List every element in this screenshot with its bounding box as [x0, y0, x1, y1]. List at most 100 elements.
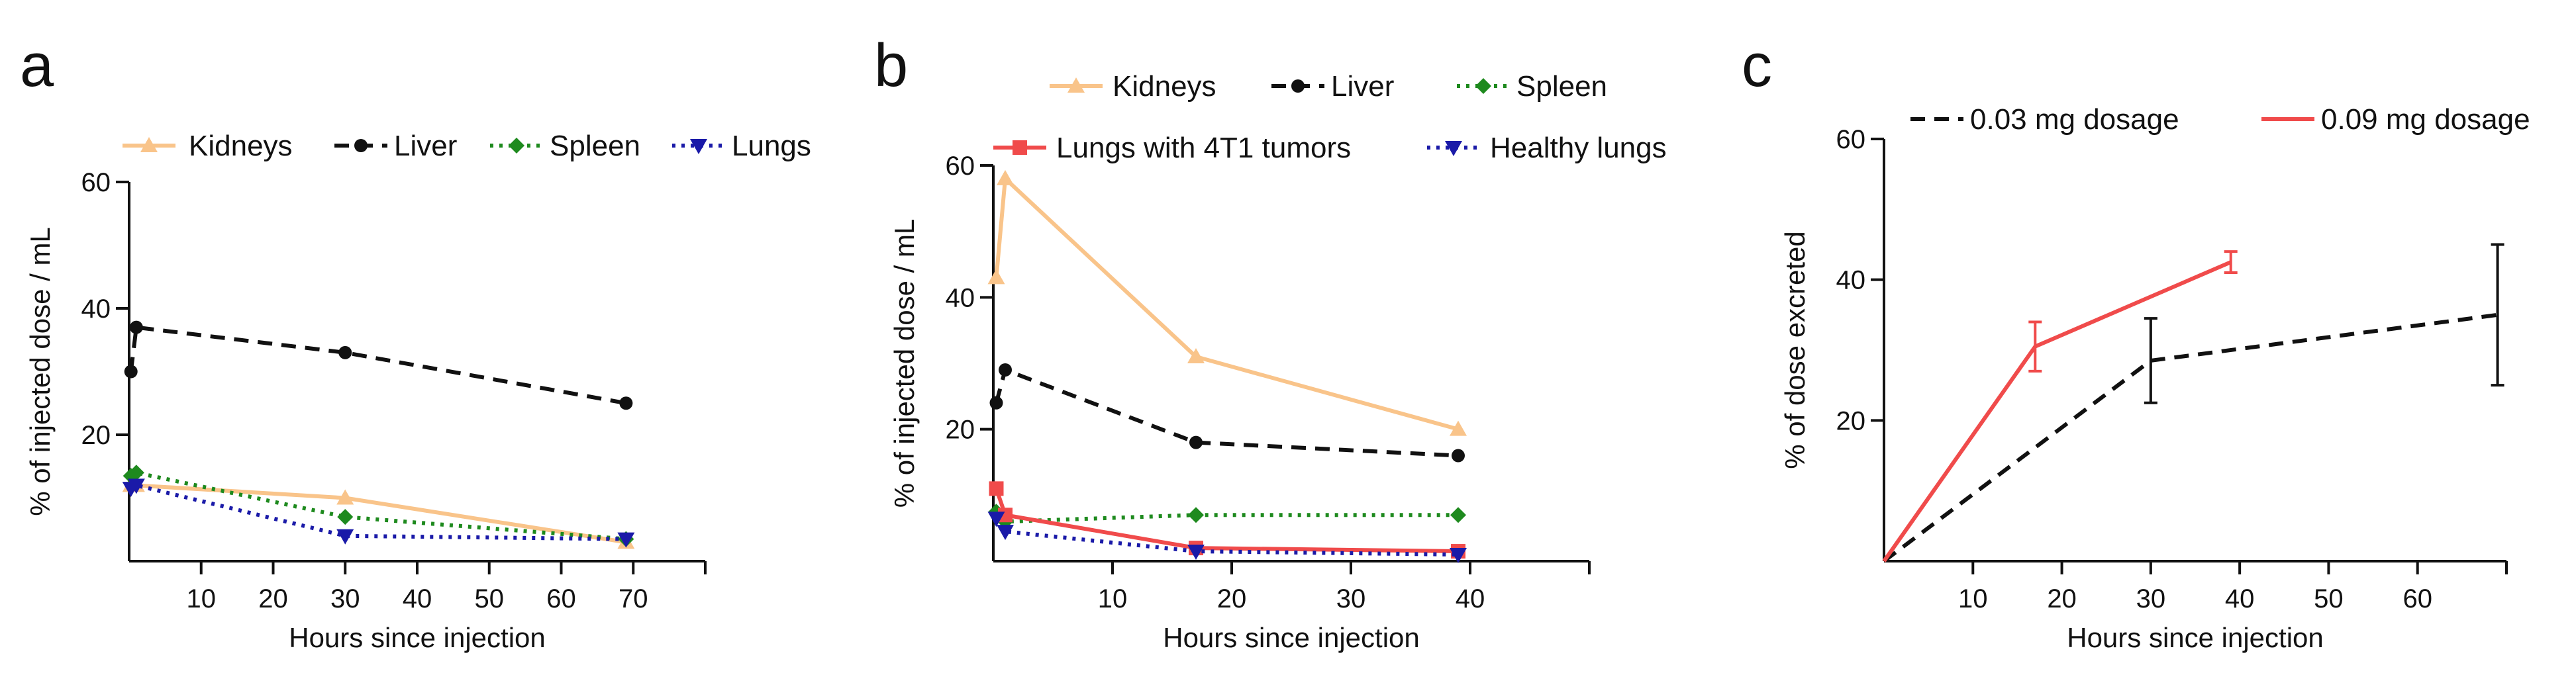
series-b-0	[987, 169, 1467, 436]
legend-swatch-marker	[1475, 78, 1491, 94]
legend-label: Spleen	[550, 130, 640, 162]
data-point	[338, 345, 352, 359]
data-point	[127, 478, 145, 494]
data-point	[1187, 348, 1205, 364]
x-tick-label: 20	[258, 584, 288, 613]
x-tick-label: 30	[1336, 584, 1366, 613]
data-point	[619, 396, 633, 410]
legend-item: 0.09 mg dosage	[2261, 103, 2530, 136]
series-a-1	[124, 320, 633, 410]
chart-c-svg: c 20 40 60 10 20 30 40 50 60 Hours since injection…	[1742, 32, 2530, 653]
data-point	[989, 481, 1004, 496]
series-a-3	[122, 478, 635, 548]
y-tick-label: 60	[946, 152, 975, 181]
data-point	[987, 269, 1005, 285]
legend-swatch-marker	[1013, 140, 1027, 155]
data-point	[1450, 507, 1466, 523]
legend-label: Lungs with 4T1 tumors	[1056, 132, 1351, 164]
x-tick-label: 40	[2225, 584, 2255, 613]
series-c-1	[1882, 250, 2238, 562]
data-point	[1187, 545, 1205, 561]
series-line	[128, 325, 626, 406]
x-axis-title: Hours since injection	[2067, 622, 2324, 653]
legend-label: 0.09 mg dosage	[2321, 103, 2530, 136]
y-tick-label: 40	[946, 283, 975, 312]
series-line	[995, 510, 1458, 524]
series-line	[1882, 260, 2232, 562]
legend-swatch-marker	[140, 137, 158, 152]
x-tick-label: 20	[1217, 584, 1247, 613]
legend-swatch-marker	[1291, 79, 1305, 93]
data-point	[337, 509, 354, 525]
data-point	[999, 363, 1012, 377]
x-tick-label: 50	[2314, 584, 2344, 613]
data-point	[128, 465, 144, 481]
series-line	[1883, 312, 2498, 563]
data-point	[617, 532, 635, 548]
y-tick-label: 40	[1836, 266, 1866, 295]
legend-item: 0.03 mg dosage	[1910, 103, 2179, 136]
y-tick-label: 60	[1836, 125, 1866, 154]
x-tick-label: 50	[475, 584, 505, 613]
legend-item: Kidneys	[123, 130, 293, 162]
axes-c: 20 40 60 10 20 30 40 50 60	[1836, 125, 2508, 613]
x-tick-label: 10	[187, 584, 217, 613]
y-tick-label: 40	[81, 294, 111, 324]
series-line	[995, 517, 1459, 557]
x-tick-label: 10	[1098, 584, 1128, 613]
x-axis-title: Hours since injection	[1163, 622, 1420, 653]
series-line	[994, 176, 1459, 431]
series-a-2	[123, 465, 634, 547]
legend-swatch-marker	[509, 138, 524, 154]
data-point	[336, 489, 354, 505]
data-point	[1188, 507, 1204, 523]
data-point	[1189, 435, 1203, 449]
legend-item: Spleen	[1457, 70, 1607, 103]
x-tick-label: 70	[619, 584, 648, 613]
legend-label: Kidneys	[189, 130, 293, 162]
x-tick-label: 30	[330, 584, 360, 613]
series-line	[994, 488, 1459, 554]
x-tick-label: 60	[546, 584, 576, 613]
data-point	[1452, 449, 1465, 463]
legend-label: Kidneys	[1113, 70, 1216, 103]
legend-item: Liver	[1271, 70, 1394, 103]
data-point	[129, 320, 143, 334]
data-point	[336, 529, 354, 545]
axes-a: 20 40 60 10 20 30 40 50 60 70	[81, 168, 707, 613]
data-point	[1450, 420, 1467, 436]
x-axis-title: Hours since injection	[289, 622, 546, 653]
data-point	[987, 512, 1005, 527]
legend-swatch-marker	[1067, 77, 1085, 93]
legend-label: Spleen	[1516, 70, 1607, 103]
y-axis-title: % of injected dose / mL	[889, 219, 920, 508]
x-tick-label: 40	[1456, 584, 1485, 613]
data-point	[1450, 548, 1467, 564]
y-tick-label: 20	[81, 421, 111, 450]
x-tick-label: 60	[2403, 584, 2432, 613]
series-b-3	[989, 481, 1465, 559]
panel-label-c: c	[1742, 32, 1772, 99]
series-line	[994, 367, 1459, 458]
legend-swatch-marker	[690, 139, 707, 154]
legend-item: Healthy lungs	[1427, 132, 1667, 164]
x-tick-label: 40	[403, 584, 432, 613]
data-point	[998, 508, 1013, 523]
data-point	[997, 169, 1014, 185]
legend-swatch-marker	[1445, 141, 1462, 156]
y-axis-title: % of injected dose / mL	[25, 227, 56, 516]
y-tick-label: 60	[81, 168, 111, 197]
x-tick-label: 30	[2136, 584, 2166, 613]
legend-item: Lungs	[672, 130, 811, 162]
chart-panel-a: a 20 40 60 10 20 30 40 50 60 70 Hours since injecti…	[0, 0, 861, 673]
chart-panel-b: b 20 40 60 10 20 30 40 Hours since injection % of…	[861, 0, 1722, 673]
legend-label: Liver	[394, 130, 457, 162]
legend-label: Healthy lungs	[1490, 132, 1667, 164]
data-point	[989, 396, 1003, 410]
legend-item: Kidneys	[1050, 70, 1216, 103]
legend-swatch-marker	[354, 139, 368, 152]
chart-b-svg: b 20 40 60 10 20 30 40 Hours since injection % of…	[874, 32, 1667, 653]
y-tick-label: 20	[1836, 406, 1866, 435]
legend-label: Lungs	[732, 130, 811, 162]
chart-panel-c: c 20 40 60 10 20 30 40 50 60 Hours since injection…	[1722, 0, 2576, 673]
